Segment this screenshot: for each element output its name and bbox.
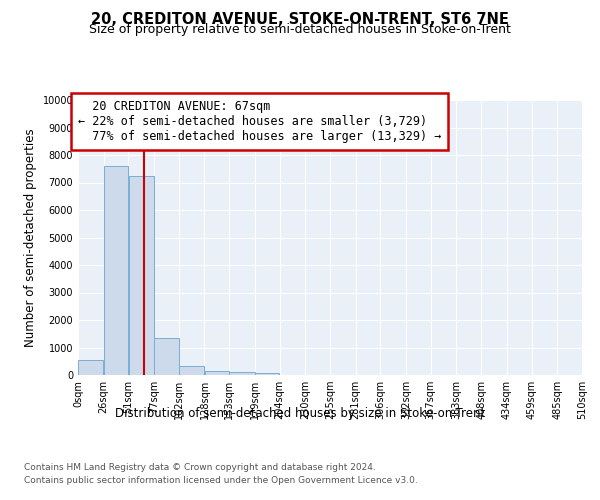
Text: 20, CREDITON AVENUE, STOKE-ON-TRENT, ST6 7NE: 20, CREDITON AVENUE, STOKE-ON-TRENT, ST6… xyxy=(91,12,509,28)
Text: Size of property relative to semi-detached houses in Stoke-on-Trent: Size of property relative to semi-detach… xyxy=(89,22,511,36)
Text: Contains public sector information licensed under the Open Government Licence v3: Contains public sector information licen… xyxy=(24,476,418,485)
Bar xyxy=(229,372,254,375)
Text: Contains HM Land Registry data © Crown copyright and database right 2024.: Contains HM Land Registry data © Crown c… xyxy=(24,462,376,471)
Bar xyxy=(154,338,179,375)
Bar xyxy=(128,176,154,375)
Bar xyxy=(255,373,280,375)
Bar xyxy=(179,366,204,375)
Bar xyxy=(78,360,103,375)
Text: 20 CREDITON AVENUE: 67sqm
← 22% of semi-detached houses are smaller (3,729)
  77: 20 CREDITON AVENUE: 67sqm ← 22% of semi-… xyxy=(78,100,442,143)
Text: Distribution of semi-detached houses by size in Stoke-on-Trent: Distribution of semi-detached houses by … xyxy=(115,408,485,420)
Bar xyxy=(205,370,229,375)
Y-axis label: Number of semi-detached properties: Number of semi-detached properties xyxy=(24,128,37,347)
Bar xyxy=(104,166,128,375)
